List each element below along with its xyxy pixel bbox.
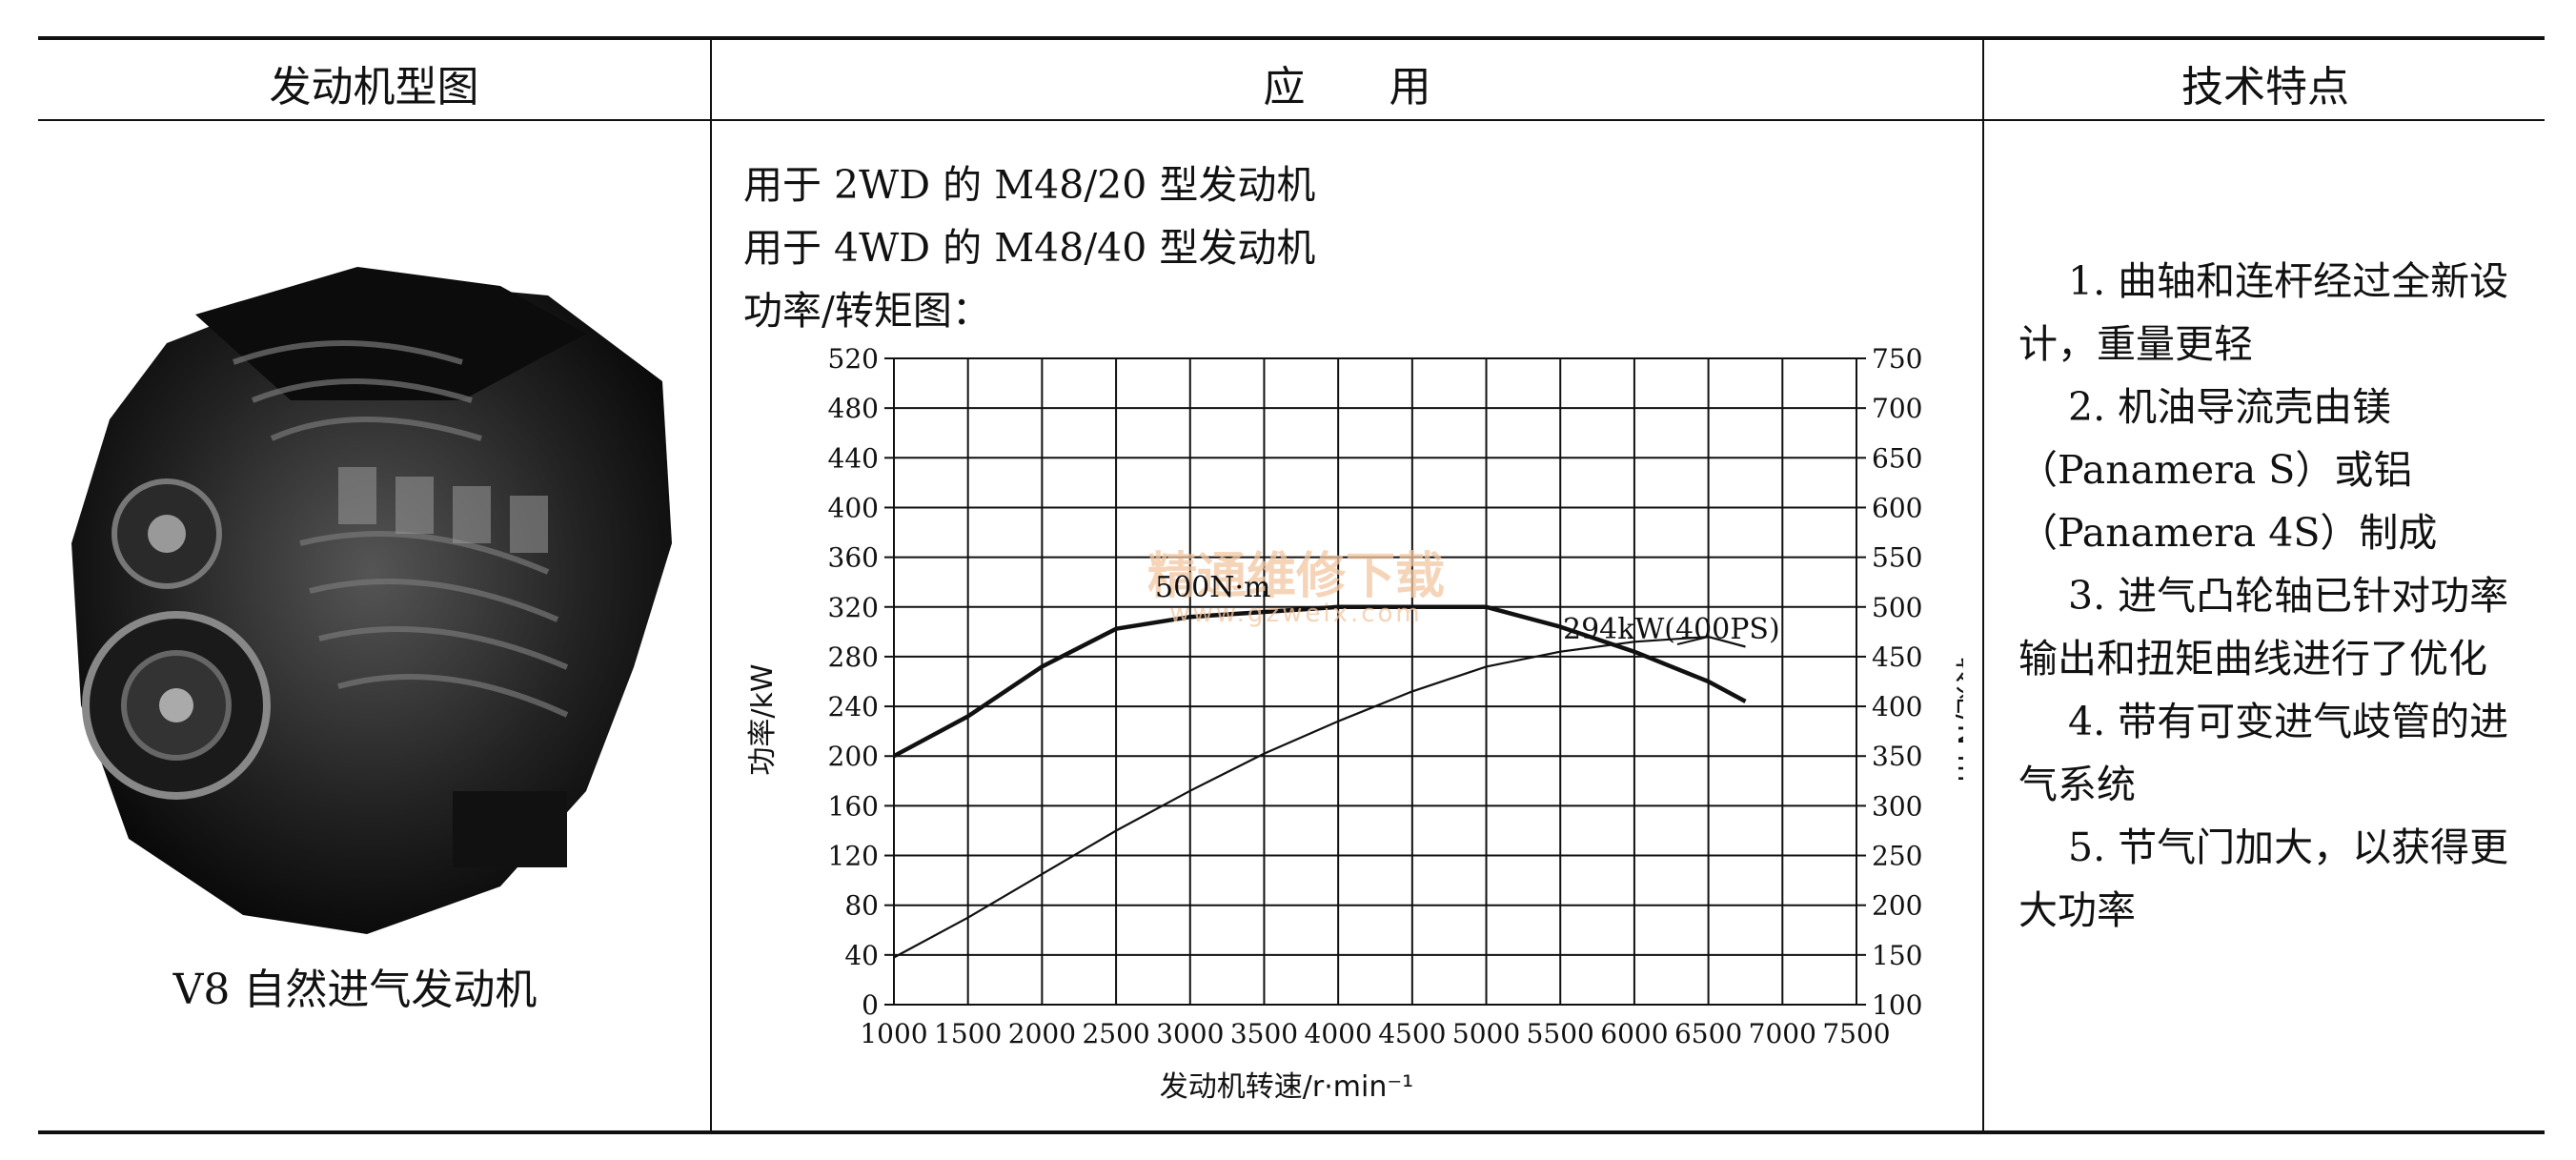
power-peak-annotation: 294kW(400PS) (1563, 613, 1780, 646)
torque-peak-annotation: 500N·m (1155, 571, 1271, 604)
column-divider-1 (710, 38, 712, 1132)
y-left-tick-label: 40 (844, 940, 879, 971)
x-tick-label: 5500 (1527, 1018, 1594, 1049)
x-tick-label: 7500 (1822, 1018, 1890, 1049)
feature-item-5: 5. 节气门加大，以获得更大功率 (2018, 824, 2509, 933)
y-right-tick-label: 150 (1872, 940, 1922, 971)
header-technical-features: 技术特点 (2181, 63, 2349, 112)
x-axis-label: 发动机转速/r·min⁻¹ (1160, 1070, 1413, 1104)
table-bottom-rule (38, 1130, 2545, 1134)
watermark-text: 精通维修下载 (1147, 548, 1445, 605)
y-right-tick-label: 600 (1872, 492, 1922, 523)
x-tick-label: 1000 (860, 1018, 927, 1049)
y-right-tick-label: 100 (1872, 989, 1922, 1021)
chart-series (892, 604, 1747, 959)
chart-grid (893, 357, 1857, 1006)
x-tick-label: 7000 (1749, 1018, 1816, 1049)
x-tick-label: 2000 (1008, 1018, 1076, 1049)
y-left-tick-label: 80 (844, 890, 879, 922)
chart-caption: 功率/转矩图： (743, 288, 991, 334)
header-application: 应 用 (1263, 63, 1431, 112)
x-tick-label: 5000 (1452, 1018, 1520, 1049)
y-left-tick-label: 120 (828, 841, 879, 872)
torque-curve (892, 604, 1747, 759)
y-axis-right-label: 转矩/N·m (1951, 657, 1963, 782)
y-right-tick-label: 750 (1872, 343, 1922, 375)
y-right-tick-label: 500 (1872, 592, 1922, 623)
y-right-tick-label: 300 (1872, 790, 1922, 822)
header-engine-image: 发动机型图 (269, 63, 479, 112)
y-left-tick-label: 480 (828, 393, 879, 424)
feature-item-4: 4. 带有可变进气歧管的进气系统 (2018, 699, 2509, 807)
y-left-tick-label: 240 (828, 691, 879, 722)
y-left-tick-label: 200 (828, 741, 879, 772)
y-left-tick-label: 280 (828, 641, 879, 673)
x-tick-label: 1500 (934, 1018, 1002, 1049)
x-tick-label: 2500 (1082, 1018, 1149, 1049)
y-left-tick-label: 400 (828, 492, 879, 523)
x-tick-label: 3000 (1156, 1018, 1224, 1049)
y-right-tick-label: 250 (1872, 841, 1922, 872)
y-right-tick-label: 450 (1872, 641, 1922, 673)
chart-ticks: 1000 1500 2000 2500 3000 3500 4000 4500 5000 5500… (828, 343, 1923, 1049)
application-line-4wd: 用于 4WD 的 M48/40 型发动机 (743, 225, 1316, 271)
features-list: 1. 曲轴和连杆经过全新设计，重量更轻 2. 机油导流壳由镁（Panamera … (2018, 250, 2533, 942)
y-right-tick-label: 650 (1872, 442, 1922, 474)
x-tick-label: 3500 (1230, 1018, 1298, 1049)
y-right-tick-label: 400 (1872, 691, 1922, 722)
watermark-url: www.gzweix.com (1169, 600, 1423, 628)
y-left-tick-label: 160 (828, 790, 879, 822)
table-top-rule (38, 36, 2545, 40)
feature-item-1: 1. 曲轴和连杆经过全新设计，重量更轻 (2018, 258, 2509, 367)
x-tick-label: 6500 (1674, 1018, 1742, 1049)
y-left-tick-label: 320 (828, 592, 879, 623)
feature-item-2: 2. 机油导流壳由镁（Panamera S）或铝（Panamera 4S）制成 (2018, 384, 2438, 556)
y-axis-left-label: 功率/kW (746, 663, 780, 775)
y-left-tick-label: 440 (828, 442, 879, 474)
x-tick-label: 6000 (1600, 1018, 1668, 1049)
x-tick-label: 4500 (1378, 1018, 1446, 1049)
y-right-tick-label: 550 (1872, 542, 1922, 574)
power-torque-chart: 1000 1500 2000 2500 3000 3500 4000 4500 5000 5500… (746, 343, 1963, 1104)
column-divider-2 (1982, 38, 1984, 1132)
y-left-tick-label: 520 (828, 343, 879, 375)
x-tick-label: 4000 (1305, 1018, 1372, 1049)
feature-item-3: 3. 进气凸轮轴已针对功率输出和扭矩曲线进行了优化 (2018, 573, 2509, 682)
header-bottom-rule (38, 119, 2545, 121)
power-curve (893, 636, 1746, 959)
y-left-tick-label: 360 (828, 542, 879, 574)
y-right-tick-label: 200 (1872, 890, 1922, 922)
y-left-tick-label: 0 (862, 989, 879, 1021)
application-line-2wd: 用于 2WD 的 M48/20 型发动机 (743, 162, 1316, 208)
engine-caption: V8 自然进气发动机 (172, 966, 538, 1014)
y-right-tick-label: 700 (1872, 393, 1922, 424)
power-annotation-leader (1676, 636, 1709, 645)
v8-engine-image (71, 267, 672, 934)
y-right-tick-label: 350 (1872, 741, 1922, 772)
